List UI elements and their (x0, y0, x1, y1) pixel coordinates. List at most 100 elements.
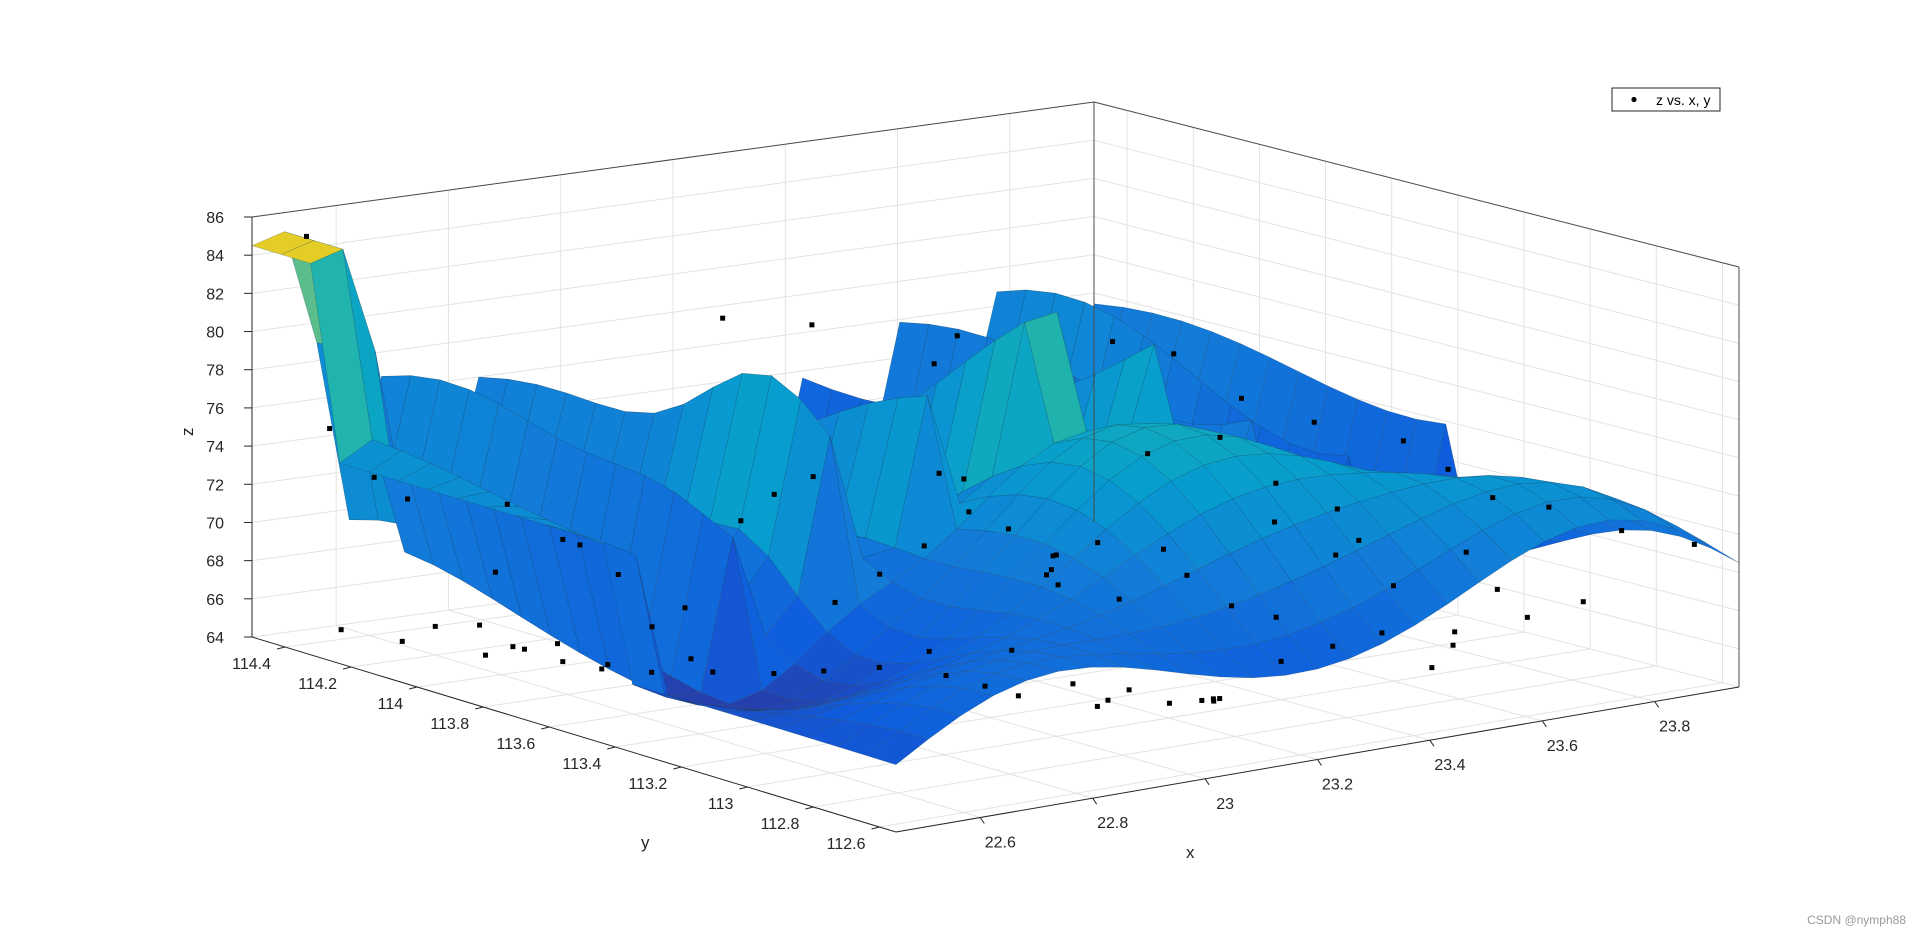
scatter-point (521, 646, 527, 652)
y-tick-label: 113.8 (430, 716, 469, 733)
wall-grid-z2 (1093, 177, 1740, 344)
x-tick-mark (1092, 797, 1098, 805)
scatter-point (1490, 495, 1496, 501)
scatter-point (982, 683, 988, 689)
wall-grid-z2 (1093, 292, 1740, 459)
scatter-point (809, 322, 815, 328)
scatter-point (1445, 466, 1451, 472)
scatter-point (1105, 697, 1111, 703)
scatter-point (1450, 642, 1456, 648)
y-axis-label: y (641, 833, 650, 852)
scatter-point (1166, 700, 1172, 706)
z-tick-label: 82 (206, 286, 224, 303)
scatter-point (682, 605, 688, 611)
y-tick-mark (409, 686, 418, 690)
legend-entry: z vs. x, y (1656, 92, 1710, 108)
scatter-point (605, 662, 611, 668)
scatter-point (943, 672, 949, 678)
scatter-point (1691, 541, 1697, 547)
scatter-point (966, 509, 972, 515)
scatter-point (1273, 614, 1279, 620)
scatter-point (771, 671, 777, 677)
scatter-point (1278, 658, 1284, 664)
scatter-point (1126, 687, 1132, 693)
scatter-point (876, 664, 882, 670)
y-tick-label: 112.8 (761, 816, 800, 833)
scatter-point (1048, 567, 1054, 573)
scatter-point (1160, 546, 1166, 552)
scatter-point (560, 659, 566, 665)
scatter-point (1391, 583, 1397, 589)
y-tick-label: 113.6 (496, 736, 535, 753)
scatter-point (771, 491, 777, 497)
scatter-point (399, 638, 405, 644)
scatter-point (1053, 552, 1059, 558)
scatter-point (1043, 572, 1049, 578)
scatter-point (877, 571, 883, 577)
y-tick-label: 114.4 (232, 656, 271, 673)
wall-grid-z (251, 139, 1095, 256)
scatter-point (432, 623, 438, 629)
x-tick-label: 23.8 (1659, 719, 1690, 736)
scatter-point (710, 669, 716, 675)
x-tick-label: 23.4 (1434, 757, 1465, 774)
scatter-point (954, 333, 960, 339)
scatter-point (921, 543, 927, 549)
scatter-point (1580, 599, 1586, 605)
wall-grid-z (251, 177, 1095, 294)
frame-top-right (1093, 101, 1740, 268)
y-tick-mark (475, 706, 484, 710)
scatter-point (1094, 703, 1100, 709)
scatter-point (1272, 519, 1278, 525)
scatter-point (1095, 540, 1101, 546)
z-axis-label: z (178, 428, 197, 437)
scatter-point (1050, 553, 1056, 559)
y-tick-mark (739, 786, 748, 790)
scatter-point (810, 474, 816, 480)
scatter-point (482, 652, 488, 658)
wall-grid-z2 (1093, 216, 1740, 383)
y-tick-label: 114.2 (298, 676, 337, 693)
scatter-point (1356, 537, 1362, 543)
scatter-point (327, 426, 333, 432)
scatter-point (926, 648, 932, 654)
z-tick-label: 66 (206, 592, 224, 609)
scatter-point (1400, 438, 1406, 444)
scatter-point (738, 518, 744, 524)
scatter-point (1524, 614, 1530, 620)
scatter-point (821, 668, 827, 674)
x-tick-label: 22.6 (985, 835, 1016, 852)
scatter-point (1273, 480, 1279, 486)
floor-grid-y (747, 648, 1591, 788)
scatter-point (1070, 681, 1076, 687)
y-tick-mark (673, 766, 682, 770)
scatter-point (1116, 596, 1122, 602)
scatter-point (1171, 351, 1177, 357)
surface-mesh (251, 231, 1740, 765)
scatter-point (931, 361, 937, 367)
z-tick-label: 64 (206, 630, 224, 647)
scatter-point (1334, 506, 1340, 512)
legend[interactable]: z vs. x, y (1611, 87, 1721, 112)
scatter-point (649, 624, 655, 630)
scatter-point (338, 627, 344, 633)
scatter-point (1184, 572, 1190, 578)
z-tick-label: 70 (206, 515, 224, 532)
scatter-point (1005, 526, 1011, 532)
x-tick-mark (1429, 739, 1435, 747)
scatter-point (1217, 434, 1223, 440)
wall-grid-z (251, 254, 1095, 371)
scatter-point (555, 641, 561, 647)
scatter-point (1619, 528, 1625, 534)
y-tick-mark (607, 746, 616, 750)
floor-grid-x (336, 625, 981, 818)
scatter-point (1015, 693, 1021, 699)
scatter-point (599, 666, 605, 672)
scatter-point (1055, 582, 1061, 588)
scatter-point (1311, 419, 1317, 425)
x-tick-mark (1317, 759, 1322, 766)
tick-labels: 22.6 22.8 23 23.2 23.4 23.6 23.8 112.6 112.8 113 1… (206, 210, 1690, 853)
x-tick-mark (979, 817, 985, 824)
surface-face (866, 730, 929, 765)
